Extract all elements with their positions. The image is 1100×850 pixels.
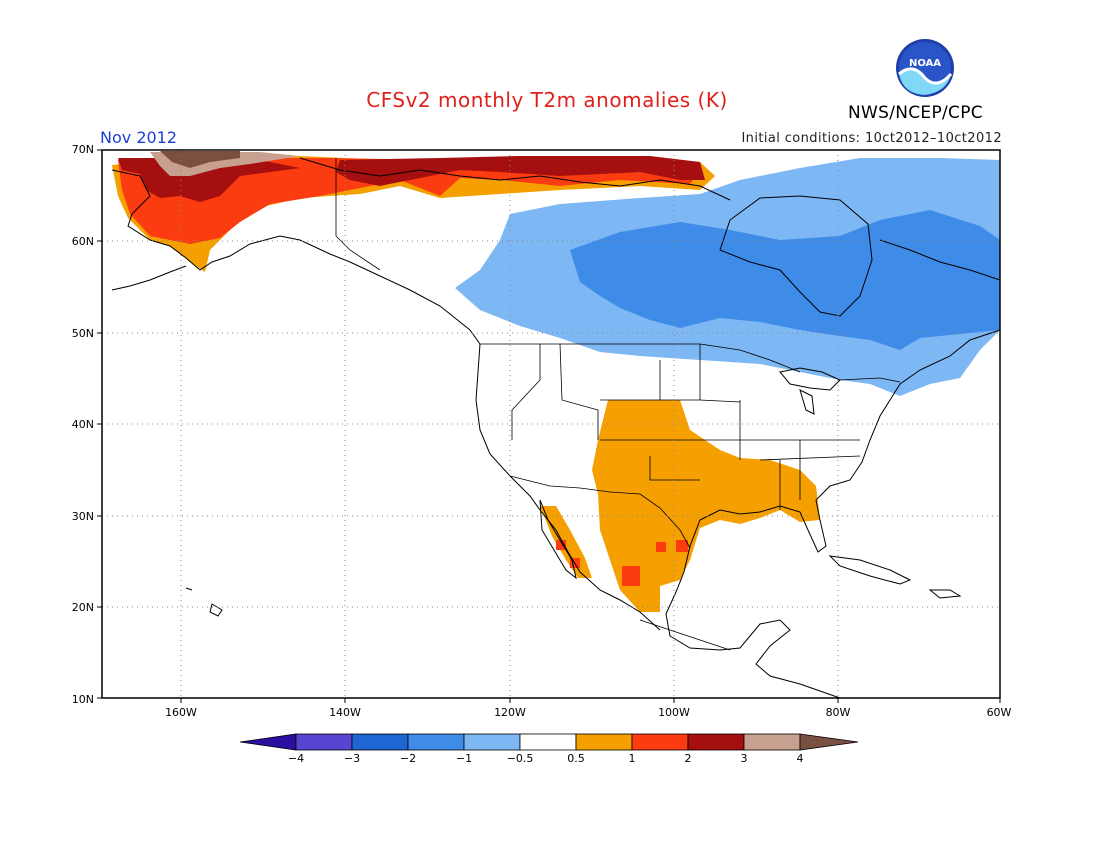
colorbar-label: −1 bbox=[455, 752, 473, 765]
coastlines bbox=[111, 157, 1001, 699]
colorbar bbox=[239, 733, 859, 751]
anomaly-redorange-cell bbox=[622, 566, 640, 586]
initial-conditions: Initial conditions: 10ct2012–10ct2012 bbox=[741, 131, 1002, 146]
lat-label-30n: 30N bbox=[71, 510, 94, 523]
lat-label-20n: 20N bbox=[71, 601, 94, 614]
agency-label: NWS/NCEP/CPC bbox=[848, 103, 983, 123]
political-borders bbox=[335, 158, 901, 651]
lon-label-160w: 160W bbox=[165, 706, 197, 719]
colorbar-segment bbox=[407, 733, 465, 751]
lat-label-70n: 70N bbox=[71, 143, 94, 156]
colorbar-segment bbox=[575, 733, 633, 751]
anomaly-redorange-cell bbox=[656, 542, 666, 552]
anomaly-redorange-cell bbox=[676, 540, 688, 552]
forecast-month: Nov 2012 bbox=[100, 128, 178, 147]
svg-text:NOAA: NOAA bbox=[909, 58, 941, 69]
lat-label-60n: 60N bbox=[71, 235, 94, 248]
colorbar-label: −4 bbox=[287, 752, 305, 765]
colorbar-label: −2 bbox=[399, 752, 417, 765]
anomaly-blue-canada bbox=[570, 210, 1000, 350]
lat-label-10n: 10N bbox=[71, 693, 94, 706]
colorbar-label: −3 bbox=[343, 752, 361, 765]
colorbar-label: −0.5 bbox=[506, 752, 534, 765]
noaa-logo: NOAA bbox=[896, 39, 954, 97]
colorbar-segment bbox=[295, 733, 353, 751]
lon-label-60w: 60W bbox=[986, 706, 1012, 719]
map-title: CFSv2 monthly T2m anomalies (K) bbox=[366, 88, 728, 112]
lon-label-120w: 120W bbox=[494, 706, 526, 719]
colorbar-label: 0.5 bbox=[567, 752, 585, 765]
lon-label-100w: 100W bbox=[658, 706, 690, 719]
lat-label-50n: 50N bbox=[71, 327, 94, 340]
colorbar-segment bbox=[519, 733, 577, 751]
anomaly-darkred-arctic bbox=[336, 156, 705, 186]
colorbar-label: 2 bbox=[684, 752, 692, 765]
colorbar-segment bbox=[239, 733, 297, 751]
colorbar-label: 1 bbox=[628, 752, 636, 765]
colorbar-segment bbox=[687, 733, 745, 751]
colorbar-label: 3 bbox=[740, 752, 748, 765]
lon-label-80w: 80W bbox=[825, 706, 851, 719]
axis-ticks bbox=[97, 149, 1001, 703]
anomaly-fields bbox=[112, 151, 1000, 612]
colorbar-segment bbox=[351, 733, 409, 751]
colorbar-label: 4 bbox=[796, 752, 804, 765]
colorbar-segment bbox=[463, 733, 521, 751]
colorbar-segment bbox=[631, 733, 689, 751]
anomaly-redorange-cell bbox=[556, 540, 566, 550]
lat-label-40n: 40N bbox=[71, 418, 94, 431]
colorbar-segment bbox=[799, 733, 859, 751]
colorbar-segment bbox=[743, 733, 801, 751]
anomaly-brown-alaska bbox=[160, 151, 240, 168]
anomaly-redorange-alaska bbox=[118, 158, 700, 244]
anomaly-orange-us bbox=[592, 400, 820, 612]
lon-label-140w: 140W bbox=[329, 706, 361, 719]
